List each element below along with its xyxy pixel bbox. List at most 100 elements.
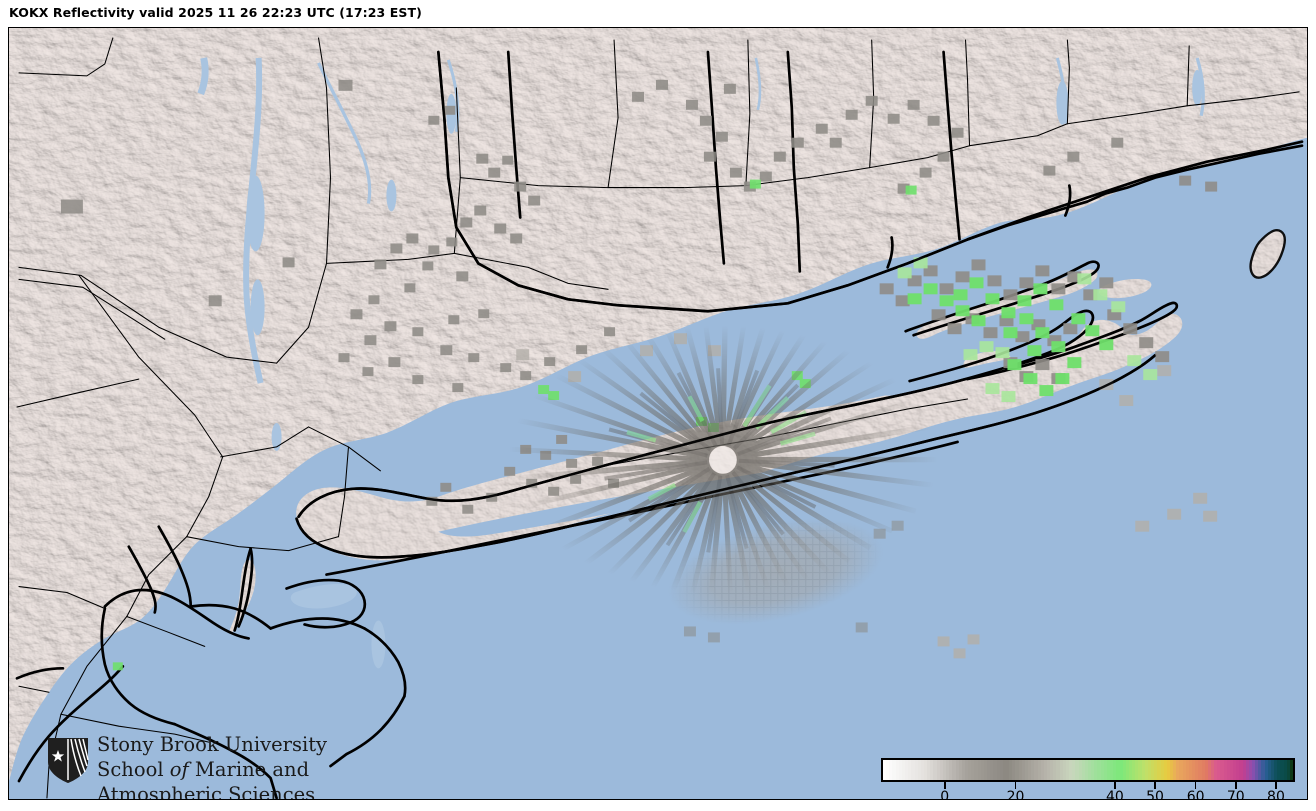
colorbar-segment [1088, 760, 1092, 780]
colorbar-segment [952, 760, 956, 780]
colorbar-segment [1103, 760, 1108, 780]
colorbar-segment [883, 760, 887, 780]
page-title: KOKX Reflectivity valid 2025 11 26 22:23… [9, 5, 422, 20]
colorbar-segment [1204, 760, 1209, 780]
colorbar-segment [914, 760, 918, 780]
colorbar-segment [1195, 760, 1199, 780]
colorbar-segment [1192, 760, 1196, 780]
colorbar-tick-label: 40 [1105, 789, 1124, 800]
colorbar-tick [1234, 782, 1237, 789]
colorbar-segment [1024, 760, 1029, 780]
colorbar-segment [905, 760, 909, 780]
colorbar-segment [933, 760, 937, 780]
colorbar-tick-labels: 0 20 40 50 60 70 80 [881, 789, 1295, 800]
logo-line-1: Stony Brook University [97, 733, 328, 756]
colorbar-segment [930, 760, 934, 780]
colorbar-segment [1065, 760, 1070, 780]
colorbar-segment [1028, 760, 1032, 780]
colorbar-segment [1062, 760, 1067, 780]
colorbar-segment [1135, 760, 1139, 780]
colorbar-segment [958, 760, 963, 780]
colorbar-segment [1059, 760, 1064, 780]
shield-star-icon [48, 738, 89, 783]
colorbar-segment [1185, 760, 1190, 780]
colorbar-segment [939, 760, 944, 780]
radar-map-panel[interactable]: 0 20 40 50 60 70 80 Stony Brook University Sch… [8, 27, 1308, 800]
colorbar-segment [1006, 760, 1010, 780]
colorbar-segment [1239, 760, 1243, 780]
colorbar-segment [1091, 760, 1095, 780]
offshore-clutter-cluster [648, 506, 918, 647]
colorbar-segment [1144, 760, 1149, 780]
colorbar-tick-label: 60 [1186, 789, 1205, 800]
colorbar-segment [1220, 760, 1224, 780]
faint-echo-blocks [516, 333, 1218, 659]
colorbar-segment [1166, 760, 1171, 780]
colorbar-segment [1252, 760, 1256, 780]
colorbar-segment [1018, 760, 1023, 780]
colorbar-segment [901, 760, 906, 780]
colorbar-segment [1075, 760, 1079, 780]
jamaica-bay [290, 584, 357, 609]
colorbar-segment [1267, 760, 1272, 780]
colorbar-segment [961, 760, 966, 780]
colorbar-segment [1113, 760, 1117, 780]
colorbar-segment [1097, 760, 1101, 780]
colorbar-segment [1157, 760, 1161, 780]
colorbar-segment [1138, 760, 1142, 780]
colorbar-segment [1223, 760, 1228, 780]
colorbar-segment [1047, 760, 1051, 780]
colorbar-segment [1173, 760, 1177, 780]
offshore-clutter-edge [683, 520, 904, 643]
colorbar-segment [1258, 760, 1262, 780]
colorbar-segment [886, 760, 890, 780]
colorbar-segment [987, 760, 991, 780]
colorbar-segment [977, 760, 982, 780]
colorbar-segment [1274, 760, 1278, 780]
colorbar-segment [1081, 760, 1086, 780]
radar-map[interactable] [9, 28, 1307, 799]
colorbar-segment [1151, 760, 1155, 780]
colorbar-segment [1277, 760, 1281, 780]
colorbar-segment [1207, 760, 1212, 780]
colorbar-tick [1154, 782, 1156, 789]
colorbar-segment [1078, 760, 1082, 780]
colorbar-tick [1014, 782, 1017, 789]
colorbar-segment [1034, 760, 1038, 780]
colorbar-segment [1160, 760, 1164, 780]
colorbar-segment [1289, 760, 1294, 780]
colorbar-segment [1147, 760, 1152, 780]
colorbar-segment [1176, 760, 1180, 780]
colorbar-segment [980, 760, 985, 780]
colorbar-segment [1009, 760, 1013, 780]
colorbar-segment [1125, 760, 1130, 780]
colorbar-segment [1031, 760, 1035, 780]
colorbar-gradient [881, 758, 1295, 782]
colorbar-segment [1119, 760, 1123, 780]
colorbar-segment [946, 760, 950, 780]
colorbar-segment [917, 760, 922, 780]
colorbar-segment [1211, 760, 1215, 780]
colorbar-segment [1072, 760, 1076, 780]
colorbar-segment [1245, 760, 1250, 780]
colorbar-segment [1182, 760, 1187, 780]
colorbar-segment [999, 760, 1004, 780]
colorbar-segment [1170, 760, 1174, 780]
colorbar-segment [895, 760, 900, 780]
logo-line-2-a: School [97, 758, 170, 781]
colorbar-segment [1122, 760, 1127, 780]
colorbar-segment [1236, 760, 1240, 780]
colorbar-tick-label: 80 [1267, 789, 1285, 800]
colorbar-segment [971, 760, 975, 780]
logo-line-2-b: Marine and [188, 758, 310, 781]
colorbar-segment [1163, 760, 1168, 780]
logo-line-2-italic: of [169, 758, 189, 781]
reflectivity-colorbar[interactable]: 0 20 40 50 60 70 80 [873, 754, 1301, 800]
colorbar-segment [1188, 760, 1193, 780]
colorbar-segment [1129, 760, 1133, 780]
colorbar-segment [892, 760, 896, 780]
colorbar-segment [1037, 760, 1041, 780]
colorbar-segment [974, 760, 978, 780]
colorbar-segment [1286, 760, 1291, 780]
colorbar-segment [1242, 760, 1246, 780]
